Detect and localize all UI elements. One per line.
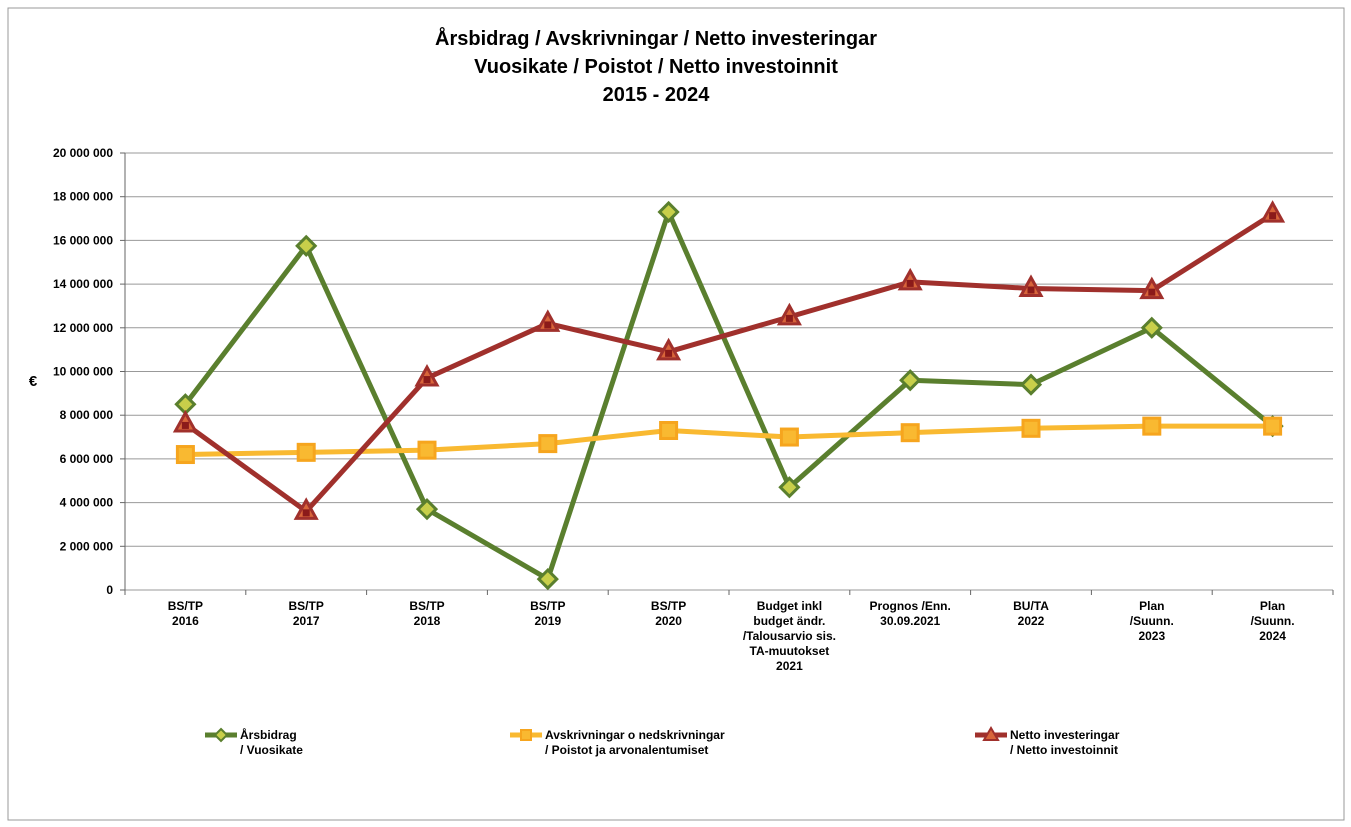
x-tick-label: Budget inkl budget ändr./Talousarvio sis.… <box>743 599 836 673</box>
y-tick-label: 6 000 000 <box>60 452 114 466</box>
y-tick-label: 18 000 000 <box>53 190 113 204</box>
series-line <box>185 423 1273 458</box>
marker <box>1263 416 1283 436</box>
marker <box>659 420 679 440</box>
marker <box>417 440 437 460</box>
legend-label: Avskrivningar o nedskrivningar / Poistot … <box>545 728 725 757</box>
y-tick-label: 10 000 000 <box>53 365 113 379</box>
y-tick-label: 2 000 000 <box>60 539 114 553</box>
marker <box>1142 416 1162 436</box>
marker <box>538 434 558 454</box>
x-tick-label: Plan/Suunn. 2023 <box>1130 599 1174 643</box>
marker <box>1021 418 1041 438</box>
legend-marker <box>982 726 1000 741</box>
marker-center <box>1148 288 1156 296</box>
legend-label: Årsbidrag / Vuosikate <box>240 727 303 757</box>
x-tick-label: BS/TP 2019 <box>530 599 565 628</box>
marker <box>900 423 920 443</box>
y-tick-label: 8 000 000 <box>60 408 114 422</box>
legend-marker <box>213 727 229 743</box>
y-tick-label: 16 000 000 <box>53 233 113 247</box>
marker <box>779 427 799 447</box>
x-tick-label: BU/TA 2022 <box>1013 599 1049 628</box>
legend-label: Netto investeringar / Netto investoinnit <box>1010 728 1120 757</box>
marker <box>657 200 680 224</box>
marker <box>175 445 195 465</box>
marker <box>899 369 922 392</box>
marker-center <box>1027 286 1035 294</box>
chart-frame <box>7 7 1345 821</box>
legend-marker <box>520 729 532 741</box>
marker <box>415 498 439 521</box>
marker-center <box>544 321 552 329</box>
y-tick-label: 0 <box>106 583 113 597</box>
x-tick-label: BS/TP 2020 <box>651 599 686 628</box>
x-tick-label: Plan/Suunn. 2024 <box>1251 599 1295 643</box>
marker <box>778 476 801 499</box>
marker-center <box>906 279 914 287</box>
y-tick-label: 14 000 000 <box>53 277 113 291</box>
x-tick-label: BS/TP 2016 <box>168 599 203 628</box>
marker <box>1140 316 1163 339</box>
chart-title: Årsbidrag / Avskrivningar / Netto invest… <box>435 26 877 50</box>
x-tick-label: BS/TP 2017 <box>289 599 324 628</box>
series-line <box>183 209 1275 582</box>
y-tick-label: 12 000 000 <box>53 321 113 335</box>
marker-center <box>665 349 673 357</box>
marker <box>295 234 318 257</box>
marker-center <box>302 509 310 517</box>
marker-center <box>423 376 431 384</box>
marker-center <box>181 421 189 429</box>
y-tick-label: 20 000 000 <box>53 146 113 160</box>
y-axis-label: € <box>29 373 38 390</box>
chart-title: Vuosikate / Poistot / Netto investoinnit <box>474 56 838 78</box>
marker <box>1019 373 1043 396</box>
series-line <box>183 212 1274 514</box>
marker <box>536 567 559 591</box>
chart-title: 2015 - 2024 <box>603 84 711 106</box>
x-tick-label: BS/TP 2018 <box>409 599 444 628</box>
marker-center <box>1269 212 1277 220</box>
y-tick-label: 4 000 000 <box>60 496 114 510</box>
marker-center <box>785 314 793 322</box>
x-tick-label: Prognos /Enn. 30.09.2021 <box>870 599 951 628</box>
marker <box>296 442 316 462</box>
